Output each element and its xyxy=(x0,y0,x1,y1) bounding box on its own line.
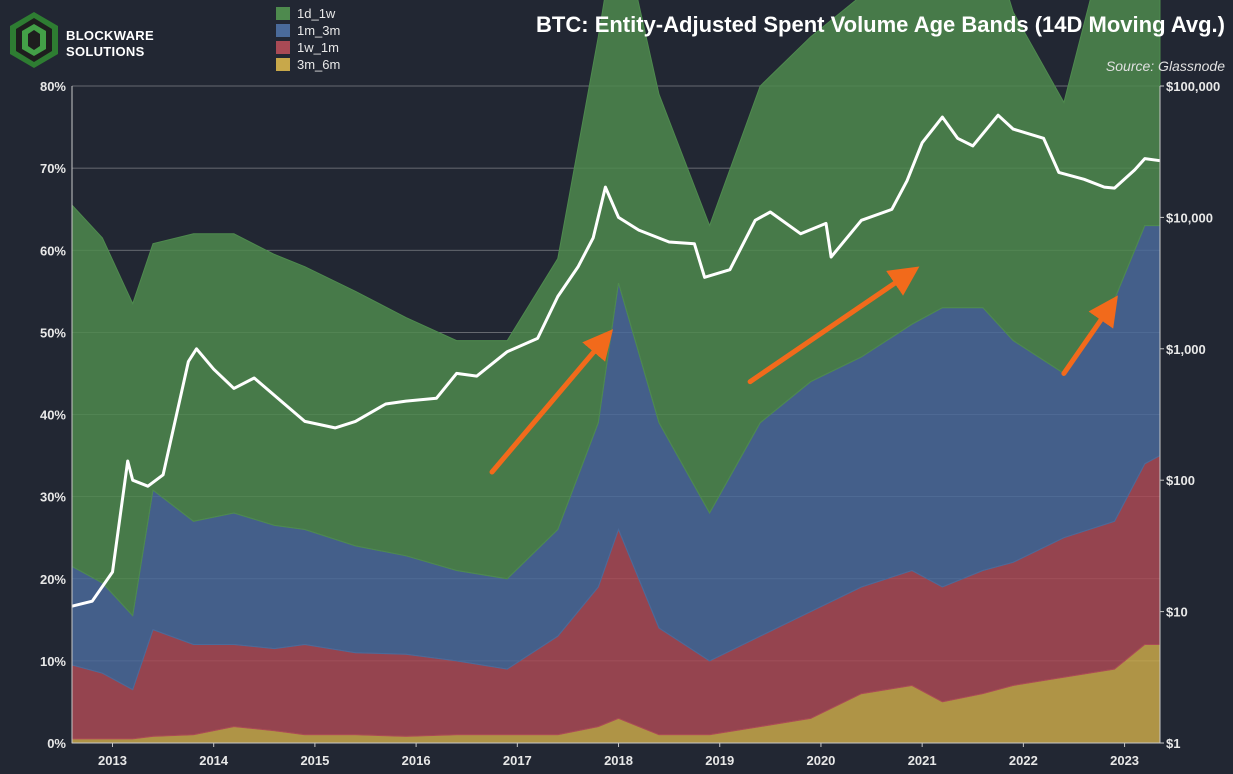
y-right-tick-label: $100,000 xyxy=(1166,79,1220,94)
legend-swatch xyxy=(276,41,290,54)
y-left-tick-label: 80% xyxy=(40,79,66,94)
x-tick-label: 2013 xyxy=(98,753,127,768)
legend-item: 1w_1m xyxy=(276,39,340,56)
axes: 0% 10% 20% 30% 40% 50% 60% 70% 80% $1 $10 $100 $1,00… xyxy=(40,79,1220,768)
trend-arrow xyxy=(1061,295,1118,376)
annotation-arrows xyxy=(489,266,1118,475)
legend-item: 1d_1w xyxy=(276,5,340,22)
legend-label: 3m_6m xyxy=(297,57,341,72)
legend-item: 1m_3m xyxy=(276,22,340,39)
legend-label: 1d_1w xyxy=(297,6,336,21)
y-right-tick-label: $10 xyxy=(1166,605,1188,620)
x-tick-label: 2023 xyxy=(1110,753,1139,768)
x-tick-label: 2015 xyxy=(300,753,329,768)
x-tick-label: 2017 xyxy=(503,753,532,768)
y-right-tick-label: $10,000 xyxy=(1166,210,1213,225)
blockware-logo-icon xyxy=(10,12,58,68)
legend-swatch xyxy=(276,58,290,71)
y-left-tick-label: 10% xyxy=(40,654,66,669)
stacked-areas xyxy=(71,0,1161,744)
y-right-tick-label: $1 xyxy=(1166,736,1180,751)
chart-title: BTC: Entity-Adjusted Spent Volume Age Ba… xyxy=(536,12,1225,37)
y-left-tick-label: 30% xyxy=(40,490,66,505)
x-tick-label: 2014 xyxy=(199,753,229,768)
trend-arrow xyxy=(489,329,614,475)
legend-label: 1m_3m xyxy=(297,23,341,38)
x-tick-label: 2020 xyxy=(806,753,835,768)
brand-name-line2: SOLUTIONS xyxy=(66,44,145,59)
x-tick-label: 2021 xyxy=(908,753,937,768)
legend-swatch xyxy=(276,24,290,37)
btc-price-line xyxy=(71,113,1161,608)
y-left-tick-label: 50% xyxy=(40,325,66,340)
x-tick-label: 2018 xyxy=(604,753,633,768)
y-left-tick-label: 60% xyxy=(40,243,66,258)
y-left-tick-label: 0% xyxy=(47,736,66,751)
x-tick-label: 2022 xyxy=(1009,753,1038,768)
y-right-tick-label: $1,000 xyxy=(1166,342,1206,357)
legend: 1d_1w 1m_3m 1w_1m 3m_6m xyxy=(276,5,340,73)
x-tick-label: 2019 xyxy=(705,753,734,768)
legend-label: 1w_1m xyxy=(297,40,339,55)
brand-name-line1: BLOCKWARE xyxy=(66,28,154,43)
legend-swatch xyxy=(276,7,290,20)
legend-item: 3m_6m xyxy=(276,56,340,73)
y-left-tick-label: 20% xyxy=(40,572,66,587)
brand-logo: BLOCKWARE SOLUTIONS xyxy=(6,10,156,74)
chart-source: Source: Glassnode xyxy=(1105,58,1225,74)
x-tick-label: 2016 xyxy=(402,753,431,768)
trend-arrow xyxy=(747,266,920,385)
y-left-tick-label: 40% xyxy=(40,408,66,423)
price-line-group xyxy=(71,113,1161,608)
y-right-tick-label: $100 xyxy=(1166,473,1195,488)
y-left-tick-label: 70% xyxy=(40,161,66,176)
